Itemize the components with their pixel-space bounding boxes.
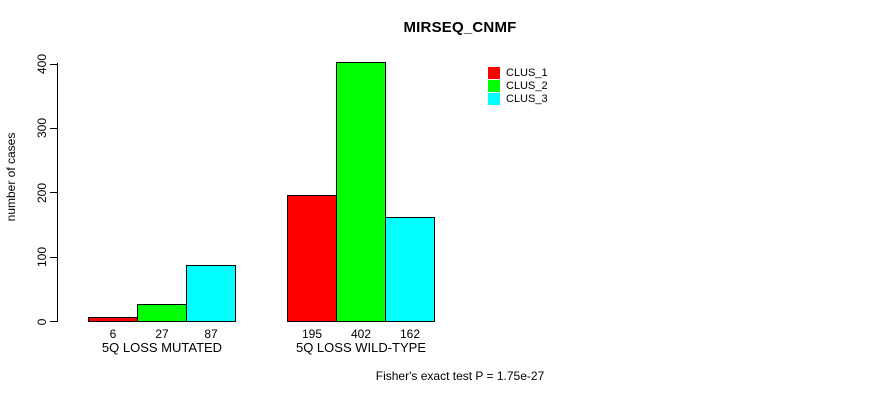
- y-tick-mark-300: [50, 127, 57, 129]
- bar-value-label: 87: [204, 327, 218, 341]
- bar-value-label: 162: [399, 327, 421, 341]
- legend-item-clus_2: CLUS_2: [488, 79, 548, 92]
- y-tick-label-100: 100: [35, 247, 49, 268]
- legend-swatch-clus_1: [488, 66, 500, 79]
- chart-title: MIRSEQ_CNMF: [403, 19, 517, 36]
- bar-value-label: 195: [301, 327, 323, 341]
- y-axis-label: number of cases: [4, 132, 18, 222]
- bar-clus_2-group2: [336, 62, 386, 322]
- bar-value-label: 402: [350, 327, 372, 341]
- group-label-2: 5Q LOSS WILD-TYPE: [295, 340, 427, 355]
- legend-label: CLUS_1: [506, 66, 548, 79]
- y-tick-label-400: 400: [35, 53, 49, 75]
- fisher-test-annotation: Fisher's exact test P = 1.75e-27: [375, 369, 545, 383]
- legend: CLUS_1 CLUS_2 CLUS_3: [488, 66, 548, 105]
- legend-label: CLUS_2: [506, 79, 548, 92]
- bar-value-label: 6: [109, 327, 117, 341]
- y-tick-label-0: 0: [35, 318, 49, 325]
- y-tick-label-200: 200: [35, 182, 49, 203]
- y-tick-label-300: 300: [35, 118, 49, 139]
- y-tick-mark-0: [50, 321, 57, 322]
- bar-clus_3-group1: [186, 264, 236, 322]
- group-label-1: 5Q LOSS MUTATED: [101, 340, 223, 355]
- legend-swatch-clus_3: [488, 92, 500, 105]
- legend-item-clus_3: CLUS_3: [488, 92, 548, 105]
- bar-clus_3-group2: [385, 216, 435, 322]
- y-axis-line: [57, 63, 58, 322]
- y-tick-mark-100: [50, 256, 57, 258]
- legend-item-clus_1: CLUS_1: [488, 66, 548, 79]
- legend-swatch-clus_2: [488, 79, 500, 92]
- y-tick-mark-400: [50, 63, 57, 65]
- legend-label: CLUS_3: [506, 92, 548, 105]
- bar-value-label: 27: [155, 327, 169, 341]
- bar-clus_1-group1: [88, 317, 138, 322]
- bar-clus_1-group2: [287, 195, 337, 322]
- bar-clus_2-group1: [137, 303, 187, 322]
- y-tick-mark-200: [50, 192, 57, 194]
